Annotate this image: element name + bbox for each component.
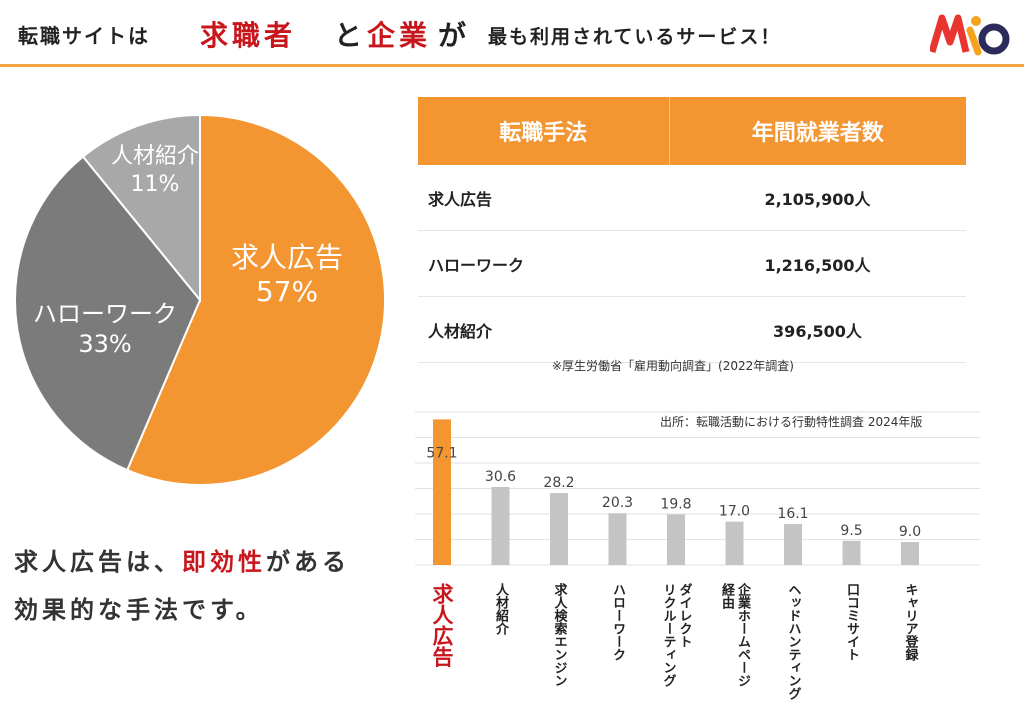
header-text-2: と bbox=[334, 19, 365, 52]
bar-chart-source: 出所：転職活動における行動特性調査 2024年版 bbox=[660, 415, 923, 429]
header-text-4: 最も利用されているサービス！ bbox=[488, 26, 782, 48]
bar-category-label: 企業ホームページ bbox=[735, 582, 752, 687]
bar-category-label: 経由 bbox=[719, 582, 735, 610]
header-divider bbox=[0, 64, 1024, 67]
hiring-method-table: 転職手法 年間就業者数 求人広告 2,105,900人 ハローワーク 1,216… bbox=[418, 97, 966, 363]
bar bbox=[433, 419, 451, 565]
summary-message: 求人広告は、即効性がある 効果的な手法です。 bbox=[14, 538, 350, 634]
table-cell-count: 396,500人 bbox=[669, 296, 966, 363]
bar-category-label: 口コミサイト bbox=[844, 583, 860, 661]
bar bbox=[608, 513, 627, 565]
bar bbox=[842, 540, 861, 565]
table-cell-count: 1,216,500人 bbox=[669, 230, 966, 297]
summary-line-1: 求人広告は、即効性がある bbox=[14, 538, 350, 586]
bar bbox=[901, 542, 919, 565]
summary-line-2: 効果的な手法です。 bbox=[14, 596, 264, 624]
header-text-1: 転職サイトは bbox=[18, 24, 150, 48]
bar-category-label: リクルーティング bbox=[661, 583, 677, 687]
pie-slice-job-ads bbox=[125, 113, 386, 486]
bar bbox=[725, 521, 744, 565]
pie-value-label: 57% bbox=[256, 275, 318, 308]
bar-category-label: キャリア登録 bbox=[903, 583, 920, 662]
header-highlight-jobseekers: 求職者 bbox=[200, 19, 297, 52]
summary-highlight-immediate: 即効性 bbox=[182, 548, 266, 576]
bar-value-label: 30.6 bbox=[485, 469, 516, 485]
bar bbox=[784, 523, 802, 565]
bar-category-label: 人材紹介 bbox=[493, 582, 510, 635]
table-cell-method: ハローワーク bbox=[418, 230, 669, 297]
table-cell-method: 求人広告 bbox=[418, 165, 669, 231]
table-source-note: ※厚生労働省「雇用動向調査」(2022年調査) bbox=[552, 359, 794, 373]
table-row: ハローワーク 1,216,500人 bbox=[418, 230, 966, 297]
table-header-method: 転職手法 bbox=[418, 97, 670, 165]
pie-value-label: 11% bbox=[131, 172, 180, 197]
pie-label: ハローワーク bbox=[33, 300, 177, 328]
summary-text-a: 求人広告は、 bbox=[14, 548, 182, 576]
table-cell-method: 人材紹介 bbox=[418, 296, 669, 363]
pie-value-label: 33% bbox=[78, 330, 131, 358]
bar-value-label: 20.3 bbox=[602, 495, 633, 511]
bar-value-label: 28.2 bbox=[543, 475, 574, 491]
bar-category-label: ヘッドハンティング bbox=[786, 583, 802, 700]
pie-label: 人材紹介 bbox=[111, 144, 199, 169]
bar-value-label: 16.1 bbox=[777, 506, 808, 522]
bar-category-label: ダイレクト bbox=[677, 582, 693, 648]
table-header-count: 年間就業者数 bbox=[669, 97, 966, 165]
table-cell-count: 2,105,900人 bbox=[669, 165, 966, 231]
summary-text-b: がある bbox=[266, 548, 350, 576]
bar bbox=[491, 486, 510, 565]
pie-slice-hellowork bbox=[14, 155, 202, 472]
table-row: 求人広告 2,105,900人 bbox=[418, 165, 966, 231]
bar-value-label: 9.5 bbox=[840, 523, 862, 539]
brand-logo bbox=[930, 14, 1010, 56]
bar-value-label: 9.0 bbox=[899, 524, 921, 540]
bar-value-label: 57.1 bbox=[426, 445, 457, 461]
bar-category-label: 求人広告 bbox=[430, 583, 454, 668]
pie-slice-agency bbox=[81, 113, 201, 303]
bar-category-label: ハローワーク bbox=[610, 583, 626, 661]
pie-label: 求人広告 bbox=[231, 241, 343, 274]
page-header: 転職サイトは 求職者 と 企業 が 最も利用されているサービス！ bbox=[0, 0, 1024, 62]
bar-value-label: 17.0 bbox=[719, 504, 750, 520]
bar-category-label: 求人検索エンジン bbox=[552, 582, 568, 687]
bar bbox=[550, 493, 568, 565]
bar-chart: 57.1 30.6 28.2 20.3 19.8 17.0 16.1 9.5 9.0 求人広告 人… bbox=[415, 411, 980, 700]
table-header-row: 転職手法 年間就業者数 bbox=[418, 97, 966, 165]
header-text-3: が bbox=[438, 19, 469, 52]
bar-value-label: 19.8 bbox=[660, 497, 691, 513]
header-highlight-companies: 企業 bbox=[367, 19, 432, 52]
table-row: 人材紹介 396,500人 bbox=[418, 296, 966, 363]
bar bbox=[667, 514, 685, 565]
